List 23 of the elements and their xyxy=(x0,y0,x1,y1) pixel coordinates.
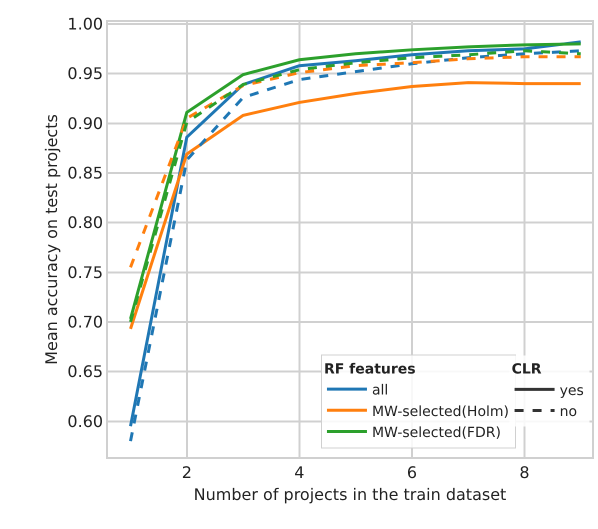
x-tick-label: 6 xyxy=(406,462,418,482)
legend-label: MW-selected(Holm) xyxy=(372,404,510,420)
y-tick-label: 0.80 xyxy=(67,213,104,232)
legend-label: MW-selected(FDR) xyxy=(372,424,501,441)
x-tick-label: 4 xyxy=(294,462,304,482)
y-tick-label: 0.85 xyxy=(67,164,104,183)
legend-label: all xyxy=(372,382,388,399)
y-tick-label: 0.90 xyxy=(67,114,104,133)
x-tick-label: 8 xyxy=(519,462,530,482)
y-axis-title: Mean accuracy on test projects xyxy=(42,114,61,365)
y-tick-label: 0.60 xyxy=(67,412,104,431)
x-tick-label: 2 xyxy=(182,462,192,482)
y-tick-label: 0.70 xyxy=(67,312,104,332)
line-series xyxy=(129,55,582,269)
y-tick-label: 0.65 xyxy=(67,362,104,382)
annotation: CLR xyxy=(512,362,542,378)
y-tick-label: 0.75 xyxy=(67,262,104,282)
y-tick-label: 1.00 xyxy=(67,14,104,34)
annotation: no xyxy=(560,404,578,420)
annotation: yes xyxy=(560,382,584,399)
y-tick-label: 0.95 xyxy=(67,64,104,84)
legend-title: RF features xyxy=(324,362,416,378)
x-axis-title: Number of projects in the train dataset xyxy=(194,485,506,504)
